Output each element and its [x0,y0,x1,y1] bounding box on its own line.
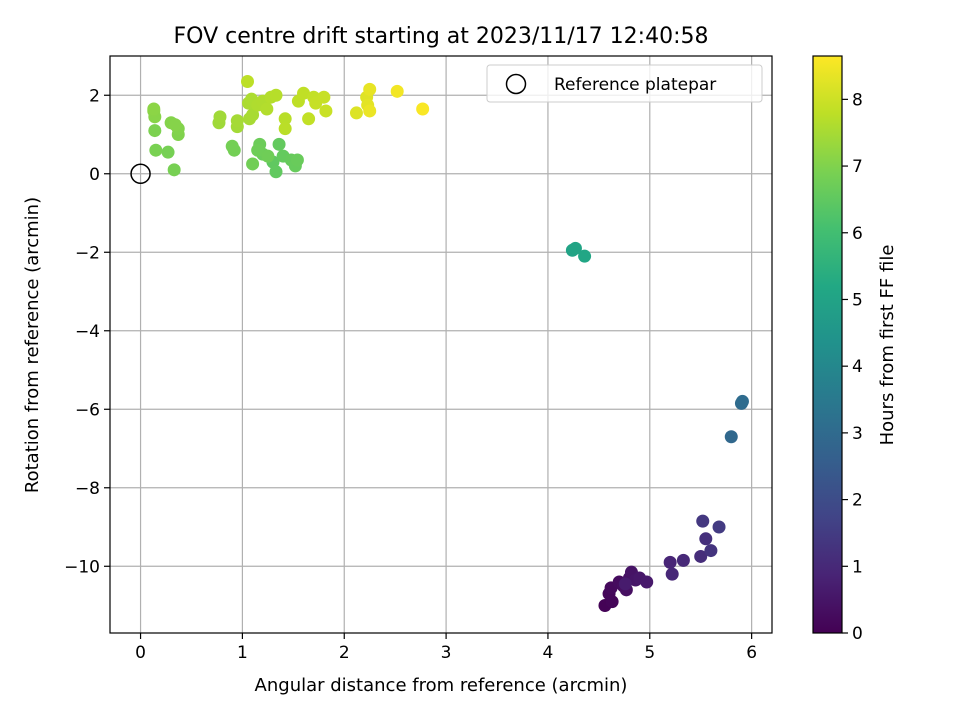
data-point [578,249,592,263]
data-point [269,165,283,179]
y-tick-label: −2 [75,243,100,263]
x-axis-ticks: 0 1 2 3 4 5 6 [135,633,757,663]
chart-title: FOV centre drift starting at 2023/11/17 … [174,24,709,49]
data-point [676,553,690,567]
data-point [696,514,710,528]
x-tick-label: 4 [543,643,554,663]
data-point [640,575,654,589]
data-point [167,163,181,177]
colorbar-label: Hours from first FF file [877,245,898,446]
data-point [148,124,162,138]
data-point [699,532,713,546]
data-point [251,143,265,157]
x-tick-label: 0 [135,643,146,663]
data-point [269,88,283,102]
data-point [735,394,749,408]
data-point [261,149,275,163]
legend-reference-marker [505,73,527,95]
legend-entry-reference: Reference platepar [554,75,716,95]
data-point [317,90,331,104]
legend: Reference platepar [486,64,763,103]
x-tick-label: 3 [441,643,452,663]
data-point [260,102,274,116]
y-tick-label: −4 [75,322,100,342]
colorbar-tick-label: 2 [852,491,863,511]
y-tick-label: −6 [75,400,100,420]
data-point [712,520,726,534]
data-point [225,139,239,153]
x-axis-label: Angular distance from reference (arcmin) [255,675,628,696]
data-point [618,577,632,591]
data-point [302,112,316,126]
data-point [149,143,163,157]
plot-frame [109,55,773,634]
data-point [297,86,311,100]
data-point [213,110,227,124]
data-point [319,104,333,118]
colorbar-frame [812,55,843,634]
legend-box [486,64,763,103]
data-point [349,106,363,120]
data-point [272,137,286,151]
colorbar-ticks: 0 1 2 3 4 5 6 7 8 [842,90,863,644]
x-tick-label: 5 [644,643,655,663]
y-axis-label: Rotation from reference (arcmin) [22,197,43,493]
y-tick-label: 0 [89,165,100,185]
data-point [694,549,708,563]
data-point [663,555,677,569]
data-points [147,75,749,613]
data-point [246,108,260,122]
y-tick-label: 2 [89,86,100,106]
data-point [230,114,244,128]
y-tick-label: −8 [75,479,100,499]
colorbar-tick-label: 1 [852,557,863,577]
reference-marker-layer [130,163,151,185]
data-point [161,145,175,159]
data-point [246,157,260,171]
data-point [363,104,377,118]
data-point [278,122,292,136]
data-point [240,75,254,89]
grid-lines [110,56,772,633]
data-point [704,544,718,558]
y-axis-ticks: −10 −8 −6 −4 −2 0 2 [64,86,110,577]
colorbar: 0 1 2 3 4 5 6 7 8 Hours from first FF file [812,55,898,644]
data-point [568,241,582,255]
data-point [416,102,430,116]
data-point [147,102,161,116]
colorbar-tick-label: 7 [852,157,863,177]
data-point [363,82,377,96]
data-point [278,112,292,126]
x-tick-label: 2 [339,643,350,663]
colorbar-tick-label: 4 [852,357,863,377]
colorbar-tick-label: 5 [852,290,863,310]
data-point [390,84,404,98]
colorbar-tick-label: 0 [852,624,863,644]
data-point [665,567,679,581]
colorbar-tick-label: 3 [852,424,863,444]
data-point [724,430,738,444]
x-tick-label: 6 [746,643,757,663]
colorbar-tick-label: 8 [852,90,863,110]
x-tick-label: 1 [237,643,248,663]
colorbar-gradient [813,56,842,633]
data-point [168,118,182,132]
reference-platepar-marker [130,163,151,185]
data-point [290,153,304,167]
colorbar-tick-label: 6 [852,224,863,244]
y-tick-label: −10 [64,557,100,577]
